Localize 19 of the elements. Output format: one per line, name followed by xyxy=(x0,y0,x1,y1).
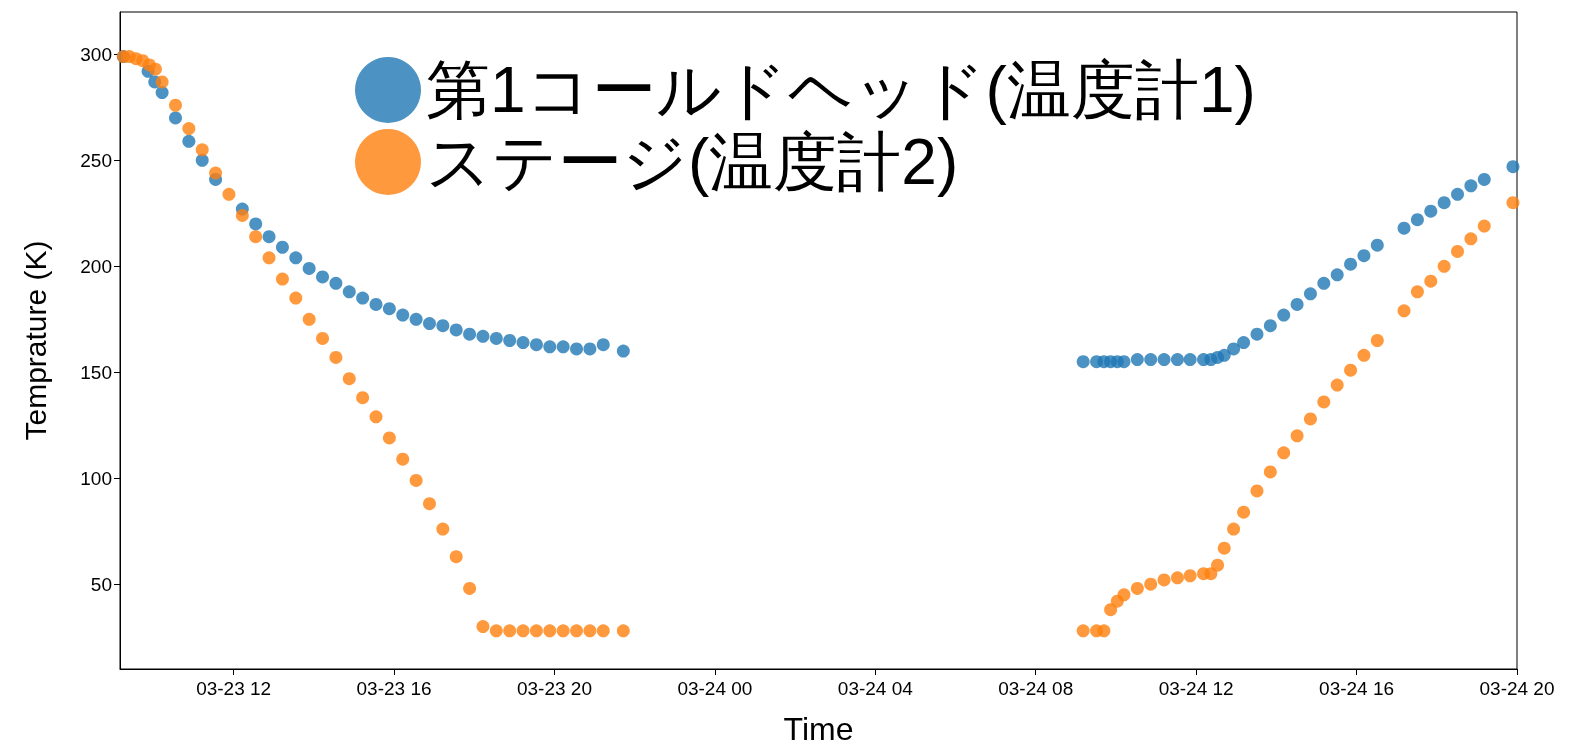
x-tick-label: 03-24 04 xyxy=(837,678,914,699)
x-tick-label: 03-23 16 xyxy=(356,678,432,699)
y-tick-label: 300 xyxy=(80,43,112,65)
x-tick-label: 03-24 00 xyxy=(677,678,753,699)
x-tick-label: 03-24 16 xyxy=(1319,678,1395,699)
y-tick-label: 250 xyxy=(80,149,112,171)
x-axis-title: Time xyxy=(783,711,854,747)
x-tick-label: 03-24 08 xyxy=(998,678,1074,699)
x-tick-label: 03-23 12 xyxy=(196,678,272,699)
x-tick-label: 03-24 12 xyxy=(1158,678,1234,699)
y-axis-title: Temprature (K) xyxy=(18,240,52,441)
x-tick-label: 03-23 20 xyxy=(516,678,592,699)
x-tick-label: 03-24 20 xyxy=(1479,678,1555,699)
y-tick-label: 100 xyxy=(80,467,112,489)
y-tick-label: 200 xyxy=(80,255,112,277)
legend-label: ステージ(温度計2) xyxy=(426,126,959,198)
y-tick-label: 150 xyxy=(80,361,112,383)
y-tick-label: 50 xyxy=(90,573,112,595)
legend-label: 第1コールドヘッド(温度計1) xyxy=(426,54,1256,126)
